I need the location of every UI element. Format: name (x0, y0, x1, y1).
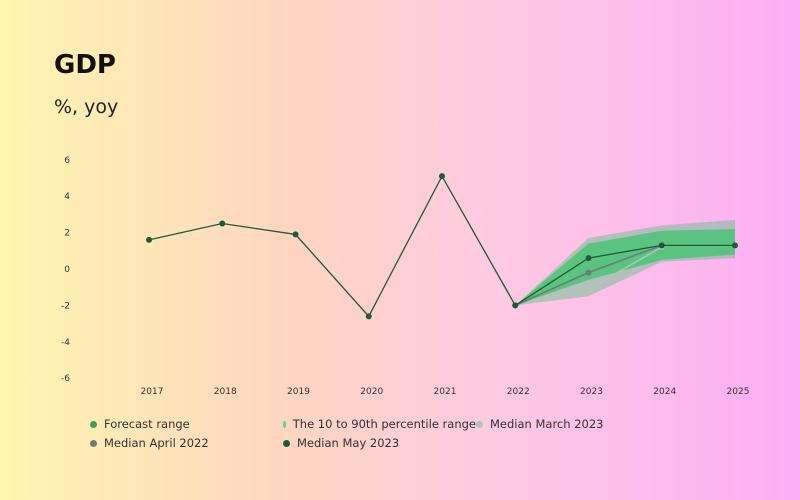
x-tick-label: 2019 (287, 387, 310, 397)
median-may-2023-point (585, 255, 592, 262)
y-tick-label: -4 (61, 338, 70, 348)
x-tick-label: 2018 (214, 387, 237, 397)
median-may-2023-point (512, 302, 519, 309)
legend-swatch (283, 420, 286, 428)
chart-title: GDP (54, 50, 116, 80)
chart-subtitle: %, yoy (54, 96, 119, 118)
legend-swatch (90, 439, 97, 447)
chart-legend: Forecast range The 10 to 90th percentile… (90, 417, 710, 450)
median-may-2023-point (658, 242, 665, 249)
x-tick-label: 2020 (360, 387, 383, 397)
legend-label: Forecast range (104, 417, 190, 431)
x-tick-label: 2022 (507, 387, 530, 397)
legend-item-median-march-2023: Median March 2023 (476, 417, 676, 431)
legend-label: Median March 2023 (490, 417, 604, 431)
legend-label: Median April 2022 (104, 436, 209, 450)
legend-item-forecast-range: Forecast range (90, 417, 283, 431)
median-april-2022-point (585, 269, 592, 276)
legend-swatch (90, 420, 97, 428)
y-tick-label: 2 (64, 229, 70, 239)
legend-item-median-april-2022: Median April 2022 (90, 436, 283, 450)
median-march-2023-point (585, 286, 592, 292)
y-tick-label: 6 (64, 156, 70, 166)
y-tick-label: -2 (61, 301, 70, 311)
legend-item-median-may-2023: Median May 2023 (283, 436, 476, 450)
y-tick-label: 0 (64, 265, 70, 275)
median-may-2023-point (146, 236, 152, 243)
median-may-2023-point (439, 173, 445, 180)
median-may-2023-point (219, 220, 226, 227)
median-may-2023-point (732, 242, 738, 249)
x-tick-label: 2025 (727, 387, 750, 397)
y-tick-label: -6 (61, 374, 70, 384)
legend-label: Median May 2023 (297, 436, 400, 450)
median-may-2023-point (292, 231, 299, 238)
x-tick-label: 2021 (434, 387, 457, 397)
y-tick-label: 4 (64, 192, 70, 202)
x-tick-label: 2017 (141, 387, 164, 397)
legend-swatch (283, 439, 290, 447)
median-may-2023-point (365, 313, 372, 320)
legend-item-percentile-range: The 10 to 90th percentile range (283, 417, 476, 431)
x-tick-label: 2023 (580, 387, 603, 397)
legend-label: The 10 to 90th percentile range (292, 417, 476, 431)
legend-swatch (476, 420, 483, 428)
x-tick-label: 2024 (653, 387, 676, 397)
